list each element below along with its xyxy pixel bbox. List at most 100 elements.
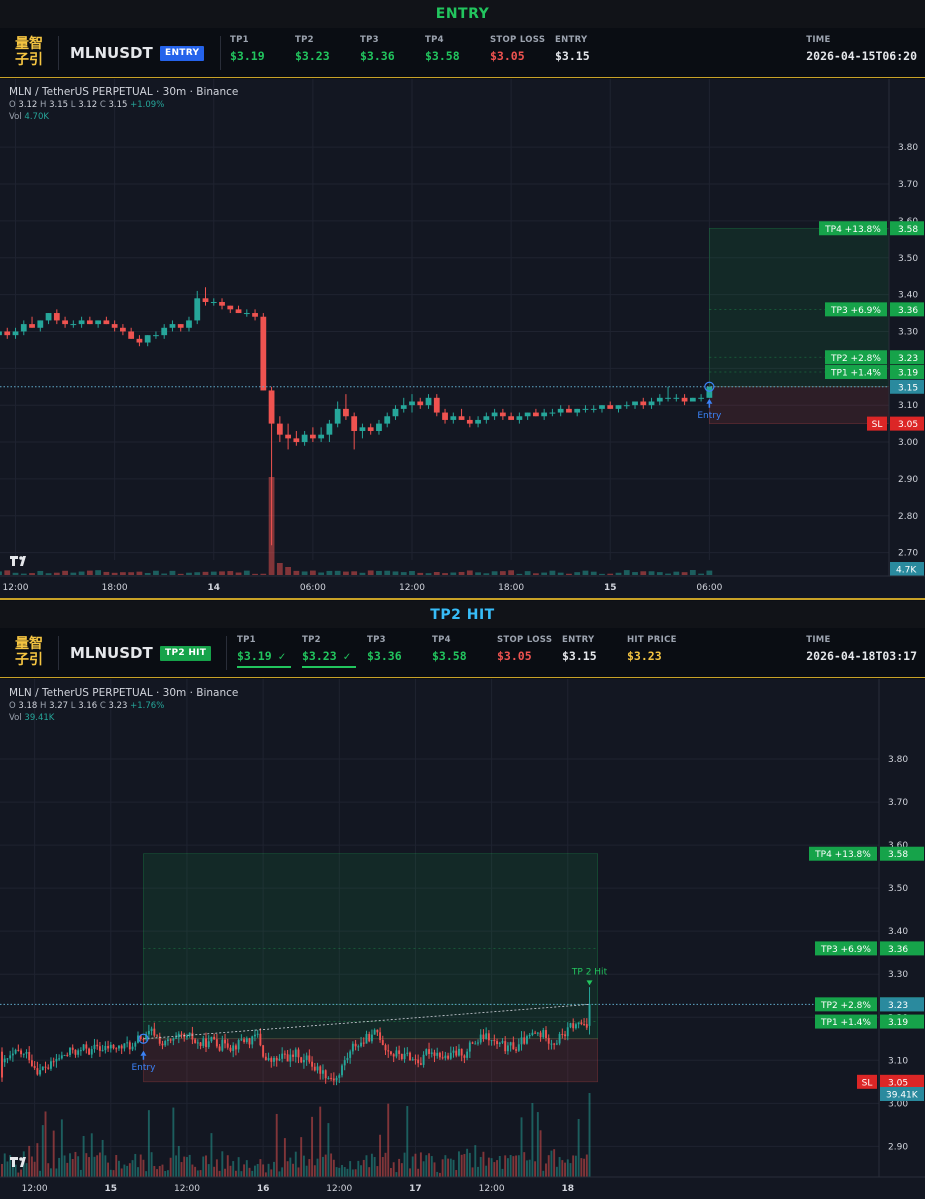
time-field: TIME 2026-04-18T03:17 xyxy=(806,635,917,663)
volume-bar xyxy=(398,1158,401,1177)
volume-bar xyxy=(224,1168,226,1177)
volume-bar xyxy=(341,1164,343,1177)
candle-body xyxy=(62,320,68,325)
level-price-tag xyxy=(880,941,924,956)
volume-bar xyxy=(330,1153,333,1177)
brand-logo: 量智 子引 xyxy=(15,36,43,68)
candle-body xyxy=(4,331,11,336)
entry-label: Entry xyxy=(131,1063,156,1073)
time-tick-label: 15 xyxy=(105,1184,118,1194)
level-tag xyxy=(825,365,887,380)
field-label: TP1 xyxy=(237,635,256,645)
candle-body xyxy=(50,1061,52,1069)
volume-bar xyxy=(79,1169,82,1177)
volume-tag-text: 4.7K xyxy=(896,566,917,576)
candle-body xyxy=(77,1050,80,1055)
volume-bar xyxy=(493,1162,496,1177)
price-tick-label: 3.80 xyxy=(898,143,918,153)
brand-logo: 量智 子引 xyxy=(15,636,43,668)
price-tick-label: 3.00 xyxy=(898,438,918,448)
candle-body xyxy=(357,1046,360,1048)
candle-body xyxy=(547,1038,550,1044)
entry-chart[interactable]: Entry3.803.703.603.503.403.303.203.103.0… xyxy=(0,79,925,598)
volume-bar xyxy=(574,572,581,575)
candle-body xyxy=(471,1042,474,1044)
candle-body xyxy=(493,1039,496,1042)
volume-bar xyxy=(150,1152,153,1177)
volume-bar xyxy=(36,1143,39,1177)
hit-chart-canvas[interactable]: TP 2 Hit Entry 3.80 3.70 3.60 3.50 3.40 3.30 3.2… xyxy=(0,679,925,1199)
candle-body xyxy=(326,423,333,435)
candle-body xyxy=(343,1060,346,1066)
candle-body xyxy=(370,1034,373,1042)
field-value: $3.58 xyxy=(432,649,467,663)
volume-bar xyxy=(400,572,407,575)
volume-bar xyxy=(166,1170,169,1177)
level-tag xyxy=(815,997,877,1012)
volume-bar xyxy=(69,1153,71,1177)
volume-bar xyxy=(309,570,316,575)
candle-body xyxy=(229,1047,232,1051)
candle-body xyxy=(188,1032,191,1036)
candle-body xyxy=(504,1041,507,1052)
hit-chart[interactable]: TP 2 Hit Entry 3.80 3.70 3.60 3.50 3.40 3.30 3.2… xyxy=(0,679,925,1199)
entry-banner: ENTRY xyxy=(0,0,925,28)
candle-body xyxy=(419,1063,422,1065)
volume-bar xyxy=(599,573,605,575)
candle-body xyxy=(582,408,589,410)
tp2-hit-label: TP 2 Hit xyxy=(571,967,608,977)
candle-body xyxy=(301,434,308,443)
volume-bar xyxy=(409,571,415,575)
status-badge: ENTRY xyxy=(160,46,205,61)
level-price-text: 3.36 xyxy=(898,306,918,316)
candle-body xyxy=(392,408,399,417)
volume-bar xyxy=(112,1170,115,1177)
candle-body xyxy=(428,1049,430,1054)
volume-bar xyxy=(210,571,217,575)
candle-body xyxy=(120,1045,123,1049)
volume-bar xyxy=(561,1160,564,1177)
candle-body xyxy=(322,1070,324,1074)
candle-body xyxy=(564,1034,566,1037)
candle-body xyxy=(324,1070,327,1079)
field-value: $3.05 xyxy=(497,649,532,663)
volume-bar xyxy=(251,1170,254,1177)
level-price-tag xyxy=(890,302,924,317)
level-tag-label: SL xyxy=(862,1078,873,1088)
candle-body xyxy=(458,416,465,420)
volume-bar xyxy=(232,1161,235,1177)
volume-bar xyxy=(351,1169,354,1177)
field-value: $3.19 xyxy=(230,49,265,63)
level-price-text: 3.23 xyxy=(898,354,918,364)
price-tick-label: 3.40 xyxy=(898,291,918,301)
volume-bar xyxy=(491,571,498,575)
volume-bar xyxy=(164,1170,167,1177)
candle-body xyxy=(516,416,523,420)
price-tick-label: 3.60 xyxy=(888,841,908,851)
volume-bar xyxy=(327,1123,330,1177)
volume-bar xyxy=(362,1159,365,1177)
candle-body xyxy=(681,397,688,402)
candle-body xyxy=(264,1056,267,1061)
volume-bar xyxy=(411,1156,414,1177)
time-tick-label: 18:00 xyxy=(498,583,524,593)
volume-bar xyxy=(186,572,192,575)
volume-bar xyxy=(319,1106,322,1177)
level-tag xyxy=(809,846,877,861)
candle-body xyxy=(153,1028,156,1036)
candle-body xyxy=(599,405,605,409)
volume-bar xyxy=(430,1156,433,1177)
volume-bar xyxy=(14,1164,17,1177)
field-label: TP2 xyxy=(302,635,321,645)
volume-bar xyxy=(139,1154,142,1177)
entry-chart-canvas[interactable]: Entry3.803.703.603.503.403.303.203.103.0… xyxy=(0,79,925,598)
volume-bar xyxy=(681,572,688,575)
candle-body xyxy=(490,1039,493,1041)
candle-body xyxy=(275,1057,278,1061)
field-label: TP1 xyxy=(230,35,249,45)
price-tick-label: 3.50 xyxy=(888,884,908,894)
volume-bar xyxy=(425,1155,428,1177)
price-tick-label: 3.10 xyxy=(888,1056,908,1066)
volume-bar xyxy=(243,1164,246,1177)
candle-body xyxy=(417,1059,420,1064)
